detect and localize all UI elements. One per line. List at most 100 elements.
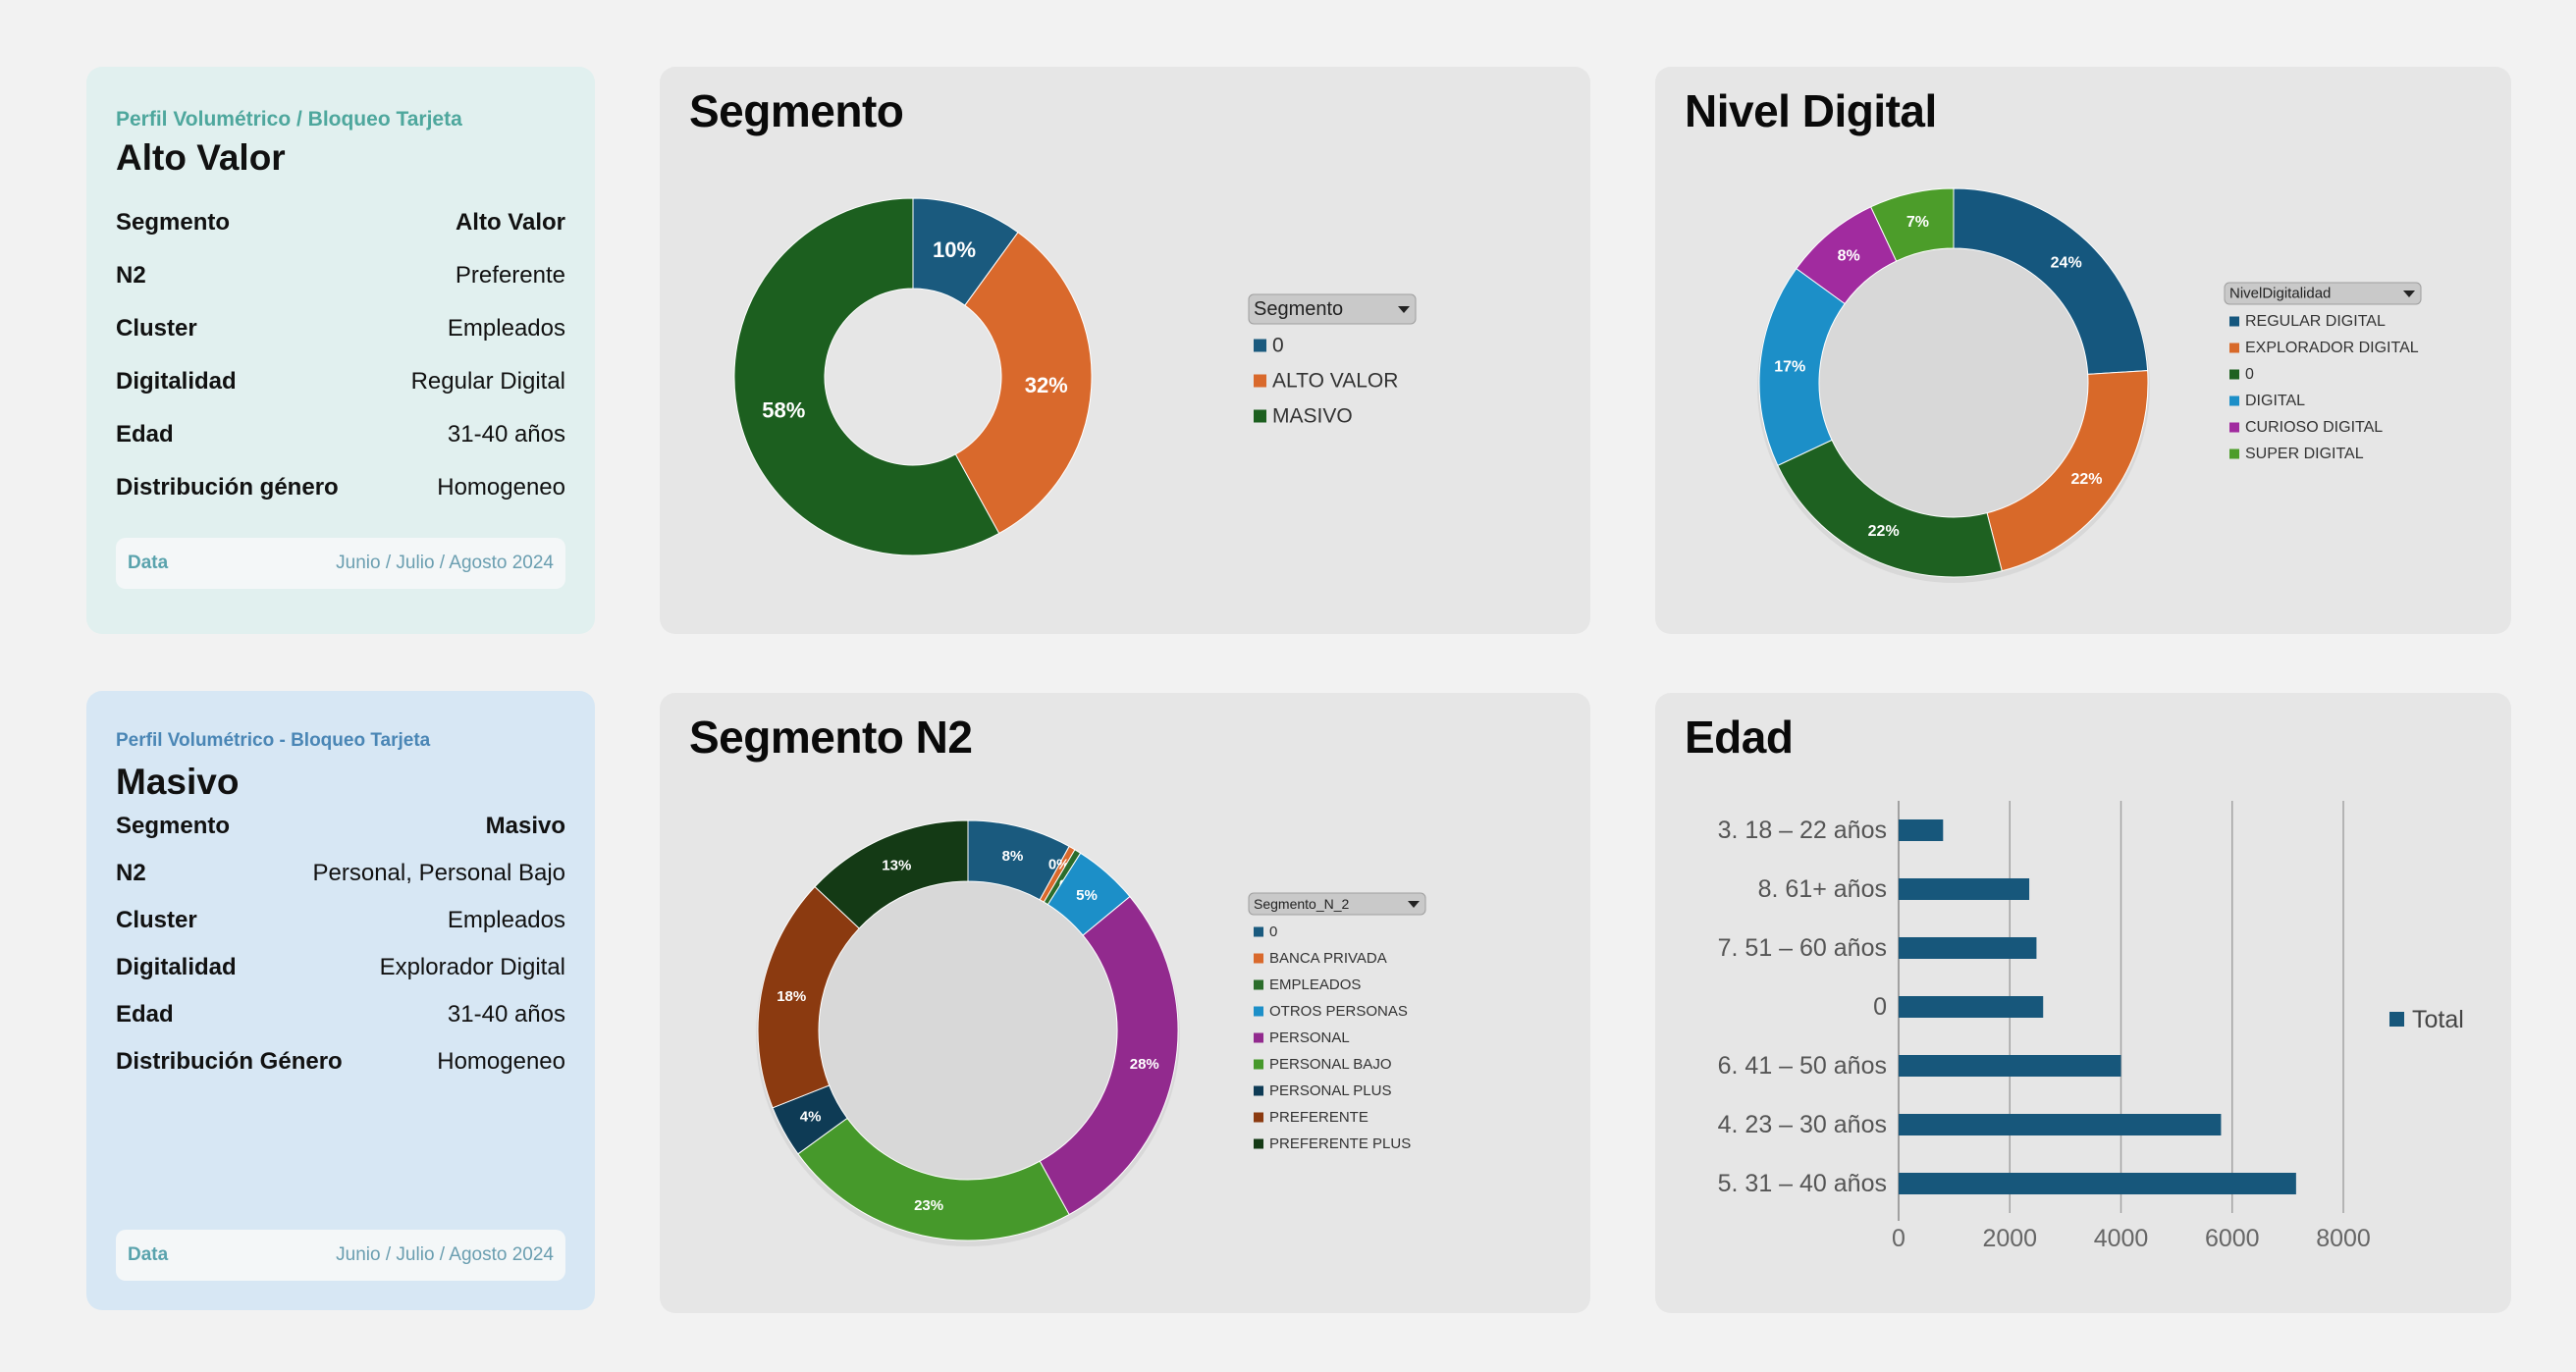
y-tick-label: 0 <box>1873 993 1887 1021</box>
profile-row-key: Cluster <box>116 907 197 933</box>
segmento-donut-chart: 10% 32% 58% Segmento 0 ALTO VALOR MASIVO <box>733 197 1417 556</box>
legend-item: OTROS PERSONAS <box>1269 1003 1408 1020</box>
profile-row-value: Explorador Digital <box>379 954 565 980</box>
legend-item: CURIOSO DIGITAL <box>2245 419 2383 436</box>
legend-filter-label: NivelDigitalidad <box>2229 286 2331 302</box>
y-tick-label: 5. 31 – 40 años <box>1718 1170 1887 1197</box>
slice-super-digital <box>1870 187 1955 262</box>
x-tick-label: 0 <box>1892 1225 1905 1252</box>
chart-title: Nivel Digital <box>1685 85 1937 136</box>
slice-label: 5% <box>1076 887 1098 904</box>
legend-swatch <box>2229 316 2239 327</box>
legend-swatch <box>2229 422 2239 433</box>
profile-kicker: Perfil Volumétrico / Bloqueo Tarjeta <box>116 108 462 131</box>
profile-row-key: Distribución Género <box>116 1048 343 1075</box>
legend-item: BANCA PRIVADA <box>1269 950 1387 967</box>
bar-7-51-60-a-os <box>1899 937 2037 959</box>
profile-row-segmento: Segmento Masivo <box>116 803 565 850</box>
legend-swatch <box>1254 979 1263 990</box>
chevron-down-icon <box>2403 290 2415 297</box>
profile-row-value: 31-40 años <box>447 421 565 448</box>
bar-0 <box>1899 996 2044 1018</box>
profile-row-value: Preferente <box>455 262 565 289</box>
data-period-footer: Data Junio / Julio / Agosto 2024 <box>116 538 565 589</box>
profile-row-value: Empleados <box>447 315 565 342</box>
legend-swatch <box>1254 1085 1263 1096</box>
bar-3-18-22-a-os <box>1899 819 1944 841</box>
legend-filter-label: Segmento_N_2 <box>1254 896 1350 912</box>
edad-bar-chart: 0 2000 4000 6000 8000 3. 18 – 22 años 8. 61+ a… <box>1718 801 2464 1252</box>
legend-swatch <box>1254 1032 1263 1043</box>
legend-item: 0 <box>1269 923 1277 940</box>
profile-row-key: Segmento <box>116 813 231 839</box>
profile-row-key: Segmento <box>116 209 231 236</box>
chart-title: Segmento N2 <box>689 712 973 763</box>
profile-row-value: Empleados <box>447 907 565 933</box>
slice-label: 23% <box>914 1197 943 1214</box>
chevron-down-icon <box>1408 901 1420 908</box>
footer-value: Junio / Julio / Agosto 2024 <box>336 1244 554 1265</box>
profile-row-key: Distribución género <box>116 474 339 501</box>
legend-item: 0 <box>1272 335 1284 357</box>
y-tick-label: 4. 23 – 30 años <box>1718 1111 1887 1138</box>
footer-label: Data <box>128 553 169 573</box>
legend-swatch <box>1254 339 1266 352</box>
legend-filter-dropdown <box>2224 282 2422 305</box>
legend-item: PREFERENTE PLUS <box>1269 1135 1411 1152</box>
legend-item: PREFERENTE <box>1269 1109 1368 1126</box>
profile-row-genero: Distribución Género Homogeneo <box>116 1038 565 1085</box>
profile-row-cluster: Cluster Empleados <box>116 897 565 944</box>
profile-row-genero: Distribución género Homogeneo <box>116 461 565 514</box>
legend-swatch <box>1254 409 1266 423</box>
legend-swatch <box>2389 1012 2404 1027</box>
profile-row-value: Homogeneo <box>437 1048 565 1075</box>
slice-label: 17% <box>1774 359 1805 376</box>
chevron-down-icon <box>1398 306 1410 313</box>
legend-item: PERSONAL PLUS <box>1269 1082 1392 1099</box>
profile-row-edad: Edad 31-40 años <box>116 991 565 1038</box>
profile-row-segmento: Segmento Alto Valor <box>116 196 565 249</box>
x-tick-label: 4000 <box>2094 1225 2149 1252</box>
profile-row-edad: Edad 31-40 años <box>116 408 565 461</box>
y-tick-label: 3. 18 – 22 años <box>1718 817 1887 844</box>
legend-swatch <box>1254 1059 1263 1070</box>
legend-filter-dropdown <box>1248 892 1426 916</box>
y-tick-label: 7. 51 – 60 años <box>1718 934 1887 962</box>
profile-row-value: Regular Digital <box>410 368 565 395</box>
x-tick-label: 2000 <box>1982 1225 2037 1252</box>
profile-row-cluster: Cluster Empleados <box>116 302 565 355</box>
profile-row-n2: N2 Personal, Personal Bajo <box>116 850 565 897</box>
slice-label: 8% <box>1838 247 1860 264</box>
bar-6-41-50-a-os <box>1899 1055 2121 1077</box>
legend-item: EMPLEADOS <box>1269 976 1361 993</box>
slice-label: 28% <box>1130 1056 1159 1073</box>
legend-item: ALTO VALOR <box>1272 370 1398 393</box>
bar-5-31-40-a-os <box>1899 1173 2296 1194</box>
profile-kicker: Perfil Volumétrico - Bloqueo Tarjeta <box>116 730 431 751</box>
slice-label: 4% <box>800 1109 822 1126</box>
edad-chart-panel: Edad 0 2000 4000 6000 8000 3. 18 – 22 años 8. … <box>1655 693 2511 1313</box>
segmento-n2-donut-chart: 8%0%0%5%28%23%4%18%13%Segmento_N_20BANCA… <box>756 819 1426 1246</box>
legend-item: Total <box>2412 1006 2464 1033</box>
legend-swatch <box>1254 1112 1263 1123</box>
profile-card-alto-valor: Perfil Volumétrico / Bloqueo Tarjeta Alt… <box>86 67 595 634</box>
legend-swatch <box>2229 396 2239 406</box>
profile-row-value: Personal, Personal Bajo <box>312 860 565 886</box>
chart-title: Edad <box>1685 712 1794 763</box>
legend-swatch <box>1254 953 1263 964</box>
legend-item: REGULAR DIGITAL <box>2245 313 2386 330</box>
profile-card-masivo: Perfil Volumétrico - Bloqueo Tarjeta Mas… <box>86 691 595 1310</box>
slice-label: 13% <box>882 858 911 874</box>
segmento-n2-chart-panel: Segmento N2 8%0%0%5%28%23%4%18%13%Segmen… <box>660 693 1590 1313</box>
slice-label: 18% <box>777 988 806 1005</box>
slice-preferente-plus <box>814 819 969 929</box>
profile-row-key: Cluster <box>116 315 197 342</box>
footer-value: Junio / Julio / Agosto 2024 <box>336 553 554 573</box>
legend-item: PERSONAL <box>1269 1029 1350 1046</box>
legend-swatch <box>2229 369 2239 380</box>
profile-row-key: Digitalidad <box>116 954 237 980</box>
profile-row-value: Masivo <box>485 813 565 839</box>
nivel-digital-chart-panel: Nivel Digital 24% 22% 22% 17% 8% 7% NivelDigit… <box>1655 67 2511 634</box>
legend-item: 0 <box>2245 366 2254 383</box>
profile-row-value: Alto Valor <box>455 209 565 236</box>
